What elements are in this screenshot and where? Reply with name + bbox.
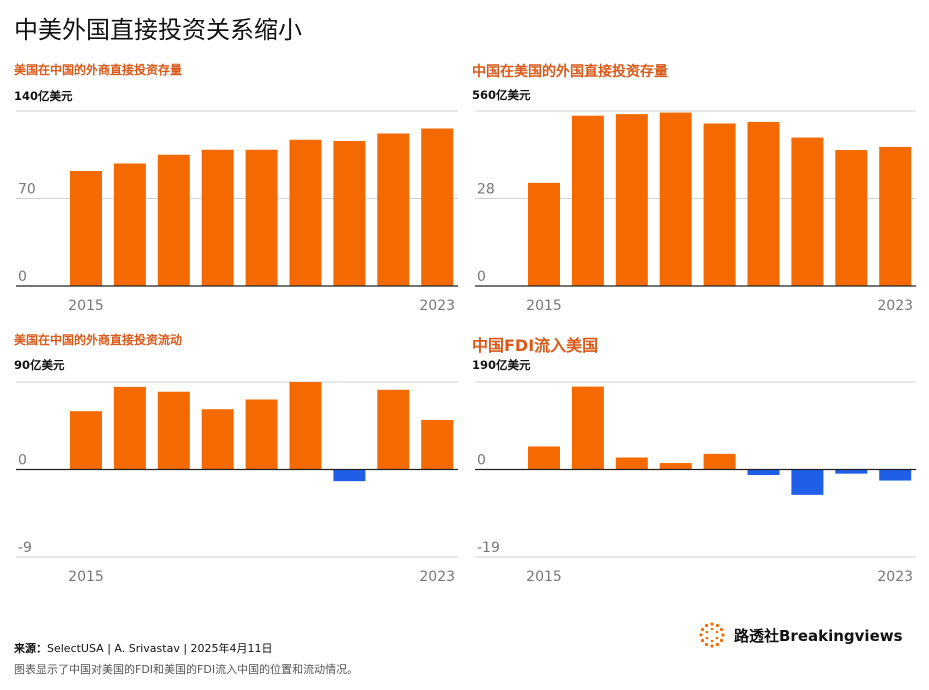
bar-2023 xyxy=(421,419,454,470)
bar-2020 xyxy=(747,121,780,286)
bar-2022 xyxy=(835,469,868,474)
x-tick-label: 2015 xyxy=(526,569,562,585)
bar-2018 xyxy=(201,149,234,286)
bar-2019 xyxy=(245,399,278,470)
bar-2017 xyxy=(615,114,648,286)
bar-2017 xyxy=(615,457,648,470)
bar-2021 xyxy=(791,469,824,495)
bar-2022 xyxy=(835,150,868,286)
bar-2016 xyxy=(571,386,604,470)
x-tick-label: 2023 xyxy=(877,298,913,314)
panel-2-unit: 560亿美元 xyxy=(472,88,531,102)
panel-1-unit: 140亿美元 xyxy=(14,89,73,103)
source-line: 来源：SelectUSA | A. Srivastav | 2025年4月11日 xyxy=(14,640,273,656)
panel-1-title: 美国在中国的外商直接投资存量 xyxy=(14,63,183,77)
brand-name: 路透社Breakingviews xyxy=(734,626,903,645)
panel-3-title: 美国在中国的外商直接投资流动 xyxy=(14,333,183,347)
brand-logo: 路透社Breakingviews xyxy=(698,621,903,649)
bar-2017 xyxy=(157,391,190,470)
source-label: 来源： xyxy=(14,642,47,655)
y-tick-label: 0 xyxy=(477,269,486,285)
bar-2018 xyxy=(659,463,692,470)
bar-2023 xyxy=(879,469,912,481)
chart-note: 图表显示了中国对美国的FDI和美国的FDI流入中国的位置和流动情况。 xyxy=(14,663,359,676)
panel-4-unit: 190亿美元 xyxy=(472,358,531,372)
x-tick-label: 2015 xyxy=(68,569,104,585)
bar-2016 xyxy=(113,163,146,286)
bar-2018 xyxy=(201,409,234,470)
x-tick-label: 2023 xyxy=(419,569,455,585)
x-tick-label: 2015 xyxy=(526,298,562,314)
panel-3-unit: 90亿美元 xyxy=(14,358,65,372)
bar-2022 xyxy=(377,133,410,286)
bar-2015 xyxy=(70,411,102,470)
y-tick-label: 28 xyxy=(477,182,495,198)
y-tick-label: 0 xyxy=(18,269,27,285)
bar-2021 xyxy=(333,141,366,286)
bar-2020 xyxy=(289,382,322,470)
bar-2016 xyxy=(571,115,604,286)
bar-2021 xyxy=(791,137,824,286)
y-tick-label: -9 xyxy=(18,540,32,556)
source-text: SelectUSA | A. Srivastav | 2025年4月11日 xyxy=(47,642,273,655)
bar-2015 xyxy=(70,171,102,286)
bar-2023 xyxy=(879,146,912,286)
chart-title: 中美外国直接投资关系缩小 xyxy=(14,16,302,44)
panel-2-title: 中国在美国的外国直接投资存量 xyxy=(472,64,668,80)
reuters-logo-icon xyxy=(699,622,725,648)
y-tick-label: 0 xyxy=(477,453,486,469)
y-tick-label: 70 xyxy=(18,182,36,198)
bar-2018 xyxy=(659,112,692,286)
bar-2023 xyxy=(421,128,454,286)
chart-area: 0 70 2015 2023 0 28 2015 2023 0 -9 2015 2023 0 -19 201… xyxy=(16,110,916,585)
panel-4-title: 中国FDI流入美国 xyxy=(472,336,599,355)
bar-2019 xyxy=(703,453,736,470)
bar-2022 xyxy=(377,389,410,470)
bar-2015 xyxy=(528,446,560,470)
bar-2019 xyxy=(703,123,736,286)
bar-2015 xyxy=(528,182,560,286)
x-tick-label: 2023 xyxy=(877,569,913,585)
bar-2020 xyxy=(289,139,322,286)
bar-2017 xyxy=(157,154,190,286)
bar-2021 xyxy=(333,469,366,482)
y-tick-label: 0 xyxy=(18,453,27,469)
bar-2016 xyxy=(113,386,146,470)
y-tick-label: -19 xyxy=(477,540,500,556)
x-tick-label: 2023 xyxy=(419,298,455,314)
x-tick-label: 2015 xyxy=(68,298,104,314)
bar-2019 xyxy=(245,149,278,286)
bar-2020 xyxy=(747,469,780,476)
